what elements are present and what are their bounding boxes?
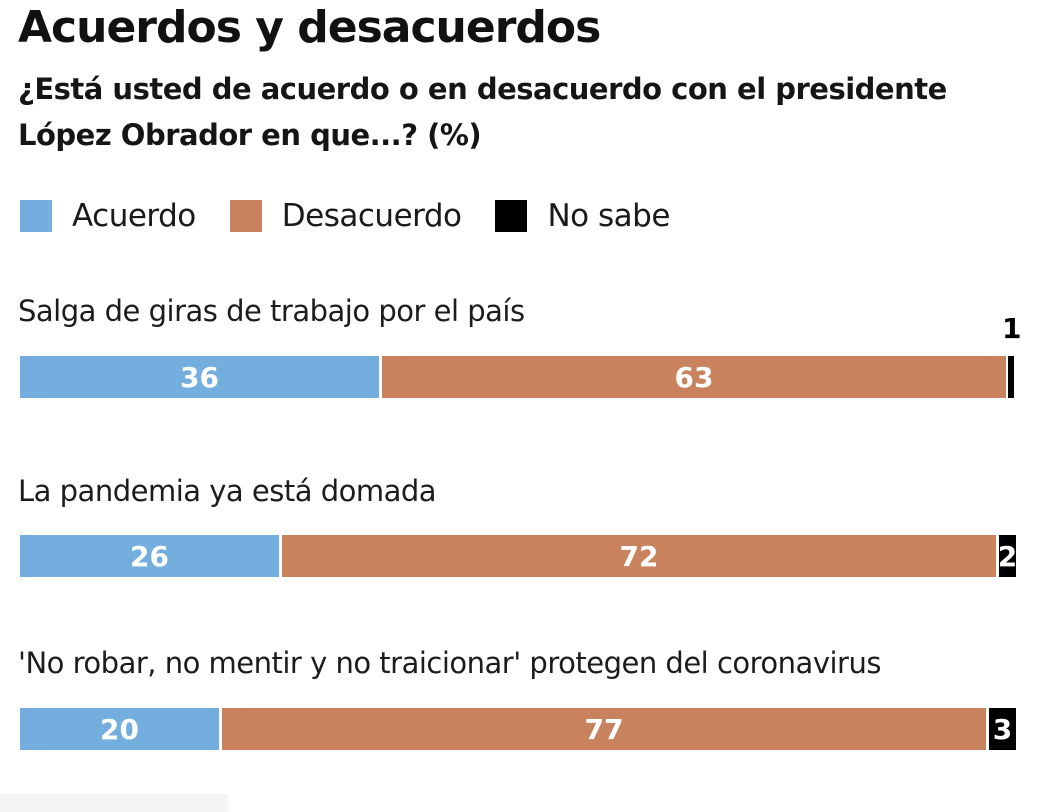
bar-segment-no-sabe: 2 [996, 535, 1018, 577]
data-label: 20 [100, 712, 139, 746]
legend-item-no-sabe: No sabe [495, 198, 670, 234]
bar-segment-acuerdo: 26 [20, 535, 279, 577]
data-label: 36 [180, 360, 219, 394]
data-label: 3 [992, 712, 1013, 746]
data-label: 72 [619, 539, 659, 573]
category-label: 'No robar, no mentir y no traicionar' pr… [18, 646, 881, 680]
legend-item-desacuerdo: Desacuerdo [229, 198, 462, 234]
bar-segment-desacuerdo: 63 [379, 356, 1006, 398]
legend: Acuerdo Desacuerdo No sabe [20, 198, 704, 234]
stacked-bar: 20 77 3 [20, 708, 1016, 750]
data-label: 26 [130, 539, 169, 573]
legend-swatch-acuerdo [20, 200, 52, 232]
legend-swatch-no-sabe [495, 200, 528, 232]
chart-subtitle: ¿Está usted de acuerdo o en desacuerdo c… [18, 72, 947, 152]
legend-label-desacuerdo: Desacuerdo [281, 198, 462, 234]
stacked-bar: 36 63 1 [20, 312, 1021, 398]
data-label: 63 [674, 360, 714, 394]
stacked-bar: 26 72 2 [20, 535, 1018, 577]
bar-segment-acuerdo: 36 [20, 356, 379, 398]
data-label: 2 [997, 539, 1018, 573]
legend-item-acuerdo: Acuerdo [20, 198, 196, 234]
bar-segment-desacuerdo: 72 [279, 535, 996, 577]
bar-segment-desacuerdo: 77 [219, 708, 986, 750]
legend-swatch-desacuerdo [229, 200, 262, 232]
bar-segment-no-sabe [1008, 356, 1014, 398]
legend-label-acuerdo: Acuerdo [72, 198, 196, 234]
legend-label-no-sabe: No sabe [547, 198, 670, 234]
chart-title: Acuerdos y desacuerdos [18, 2, 601, 53]
category-label: La pandemia ya está domada [18, 474, 437, 508]
bar-segment-no-sabe: 3 [986, 708, 1016, 750]
category-label: Salga de giras de trabajo por el país [18, 294, 525, 328]
footer-panel [0, 794, 228, 812]
data-label: 1 [1002, 312, 1022, 345]
data-label: 77 [584, 712, 624, 746]
bar-segment-acuerdo: 20 [20, 708, 219, 750]
